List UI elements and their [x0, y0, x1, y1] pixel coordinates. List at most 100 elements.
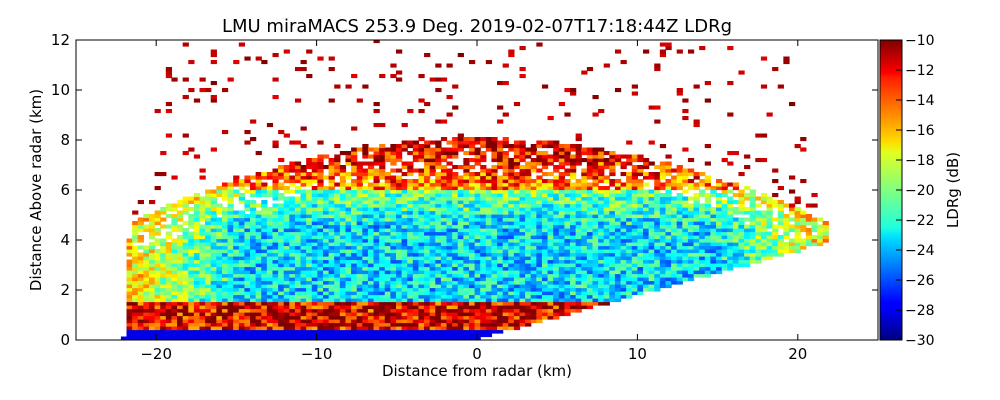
heatmap-cell: [497, 301, 504, 306]
heatmap-cell: [339, 228, 347, 233]
heatmap-cell: [502, 203, 509, 208]
heatmap-cell: [278, 312, 285, 317]
heatmap-cell: [575, 305, 582, 310]
heatmap-cell: [418, 154, 425, 159]
heatmap-cell: [272, 291, 279, 296]
heatmap-cell: [440, 270, 448, 275]
heatmap-cell: [373, 322, 380, 327]
heatmap-cell: [631, 231, 638, 236]
heatmap-cell: [126, 245, 133, 250]
heatmap-cell: [356, 336, 363, 340]
heatmap-cell: [626, 186, 633, 191]
heatmap-cell: [160, 151, 167, 156]
heatmap-cell: [474, 137, 481, 142]
heatmap-cell: [541, 252, 549, 257]
heatmap-cell: [586, 182, 594, 187]
heatmap-cell: [407, 165, 414, 170]
heatmap-cell: [351, 221, 358, 226]
heatmap-cell: [687, 242, 695, 247]
heatmap-cell: [154, 263, 161, 268]
heatmap-cell: [266, 256, 274, 261]
heatmap-cell: [643, 252, 650, 257]
heatmap-cell: [536, 312, 543, 317]
heatmap-cell: [154, 259, 161, 264]
heatmap-cell: [536, 175, 543, 180]
heatmap-cell: [373, 301, 380, 306]
heatmap-cell: [536, 263, 543, 268]
heatmap-cell: [457, 259, 464, 264]
heatmap-cell: [446, 193, 453, 198]
heatmap-cell: [485, 322, 493, 327]
heatmap-cell: [334, 172, 341, 177]
heatmap-cell: [171, 336, 178, 340]
heatmap-cell: [609, 224, 616, 229]
heatmap-cell: [468, 231, 476, 236]
heatmap-cell: [148, 242, 156, 247]
heatmap-cell: [665, 193, 672, 198]
heatmap-cell: [356, 98, 363, 103]
heatmap-cell: [446, 263, 453, 268]
heatmap-cell: [160, 277, 167, 282]
heatmap-cell: [351, 165, 358, 170]
heatmap-cell: [390, 214, 397, 219]
heatmap-cell: [704, 256, 711, 261]
heatmap-cell: [547, 203, 554, 208]
heatmap-cell: [412, 294, 420, 299]
heatmap-cell: [547, 228, 554, 233]
heatmap-cell: [148, 305, 156, 310]
heatmap-cell: [480, 319, 487, 324]
heatmap-cell: [323, 273, 330, 278]
heatmap-cell: [715, 270, 723, 275]
heatmap-cell: [598, 158, 605, 163]
heatmap-cell: [351, 256, 358, 261]
heatmap-cell: [643, 238, 650, 243]
heatmap-cell: [356, 235, 363, 240]
heatmap-cell: [278, 291, 285, 296]
heatmap-cell: [272, 214, 279, 219]
heatmap-cell: [564, 214, 571, 219]
heatmap-cell: [502, 228, 509, 233]
heatmap-cell: [367, 259, 375, 264]
heatmap-cell: [586, 151, 594, 156]
heatmap-cell: [429, 259, 436, 264]
heatmap-cell: [586, 270, 594, 275]
heatmap-cell: [429, 291, 436, 296]
heatmap-cell: [317, 252, 324, 257]
heatmap-cell: [250, 175, 257, 180]
heatmap-cell: [345, 256, 352, 261]
heatmap-cell: [530, 203, 537, 208]
heatmap-cell: [530, 231, 537, 236]
heatmap-cell: [272, 252, 279, 257]
heatmap-cell: [429, 277, 436, 282]
heatmap-cell: [525, 228, 532, 233]
heatmap-cell: [446, 154, 453, 159]
heatmap-cell: [205, 221, 212, 226]
heatmap-cell: [592, 207, 599, 212]
heatmap-cell: [373, 245, 380, 250]
heatmap-cell: [457, 210, 464, 215]
heatmap-cell: [665, 214, 672, 219]
heatmap-cell: [721, 186, 728, 191]
heatmap-cell: [216, 228, 223, 233]
heatmap-cell: [570, 280, 577, 285]
heatmap-cell: [294, 98, 302, 103]
heatmap-cell: [468, 207, 476, 212]
heatmap-cell: [671, 200, 678, 205]
heatmap-cell: [676, 249, 683, 254]
heatmap-cell: [429, 189, 436, 194]
heatmap-cell: [468, 329, 476, 334]
heatmap-cell: [497, 277, 504, 282]
heatmap-cell: [379, 238, 386, 243]
heatmap-cell: [435, 119, 442, 124]
heatmap-cell: [171, 326, 178, 331]
heatmap-cell: [244, 266, 251, 271]
heatmap-cell: [261, 284, 268, 289]
heatmap-cell: [171, 315, 178, 320]
heatmap-cell: [171, 301, 178, 306]
heatmap-cell: [238, 280, 246, 285]
heatmap-cell: [547, 273, 554, 278]
heatmap-cell: [384, 193, 391, 198]
heatmap-cell: [424, 214, 431, 219]
heatmap-cell: [710, 189, 717, 194]
heatmap-cell: [278, 228, 285, 233]
